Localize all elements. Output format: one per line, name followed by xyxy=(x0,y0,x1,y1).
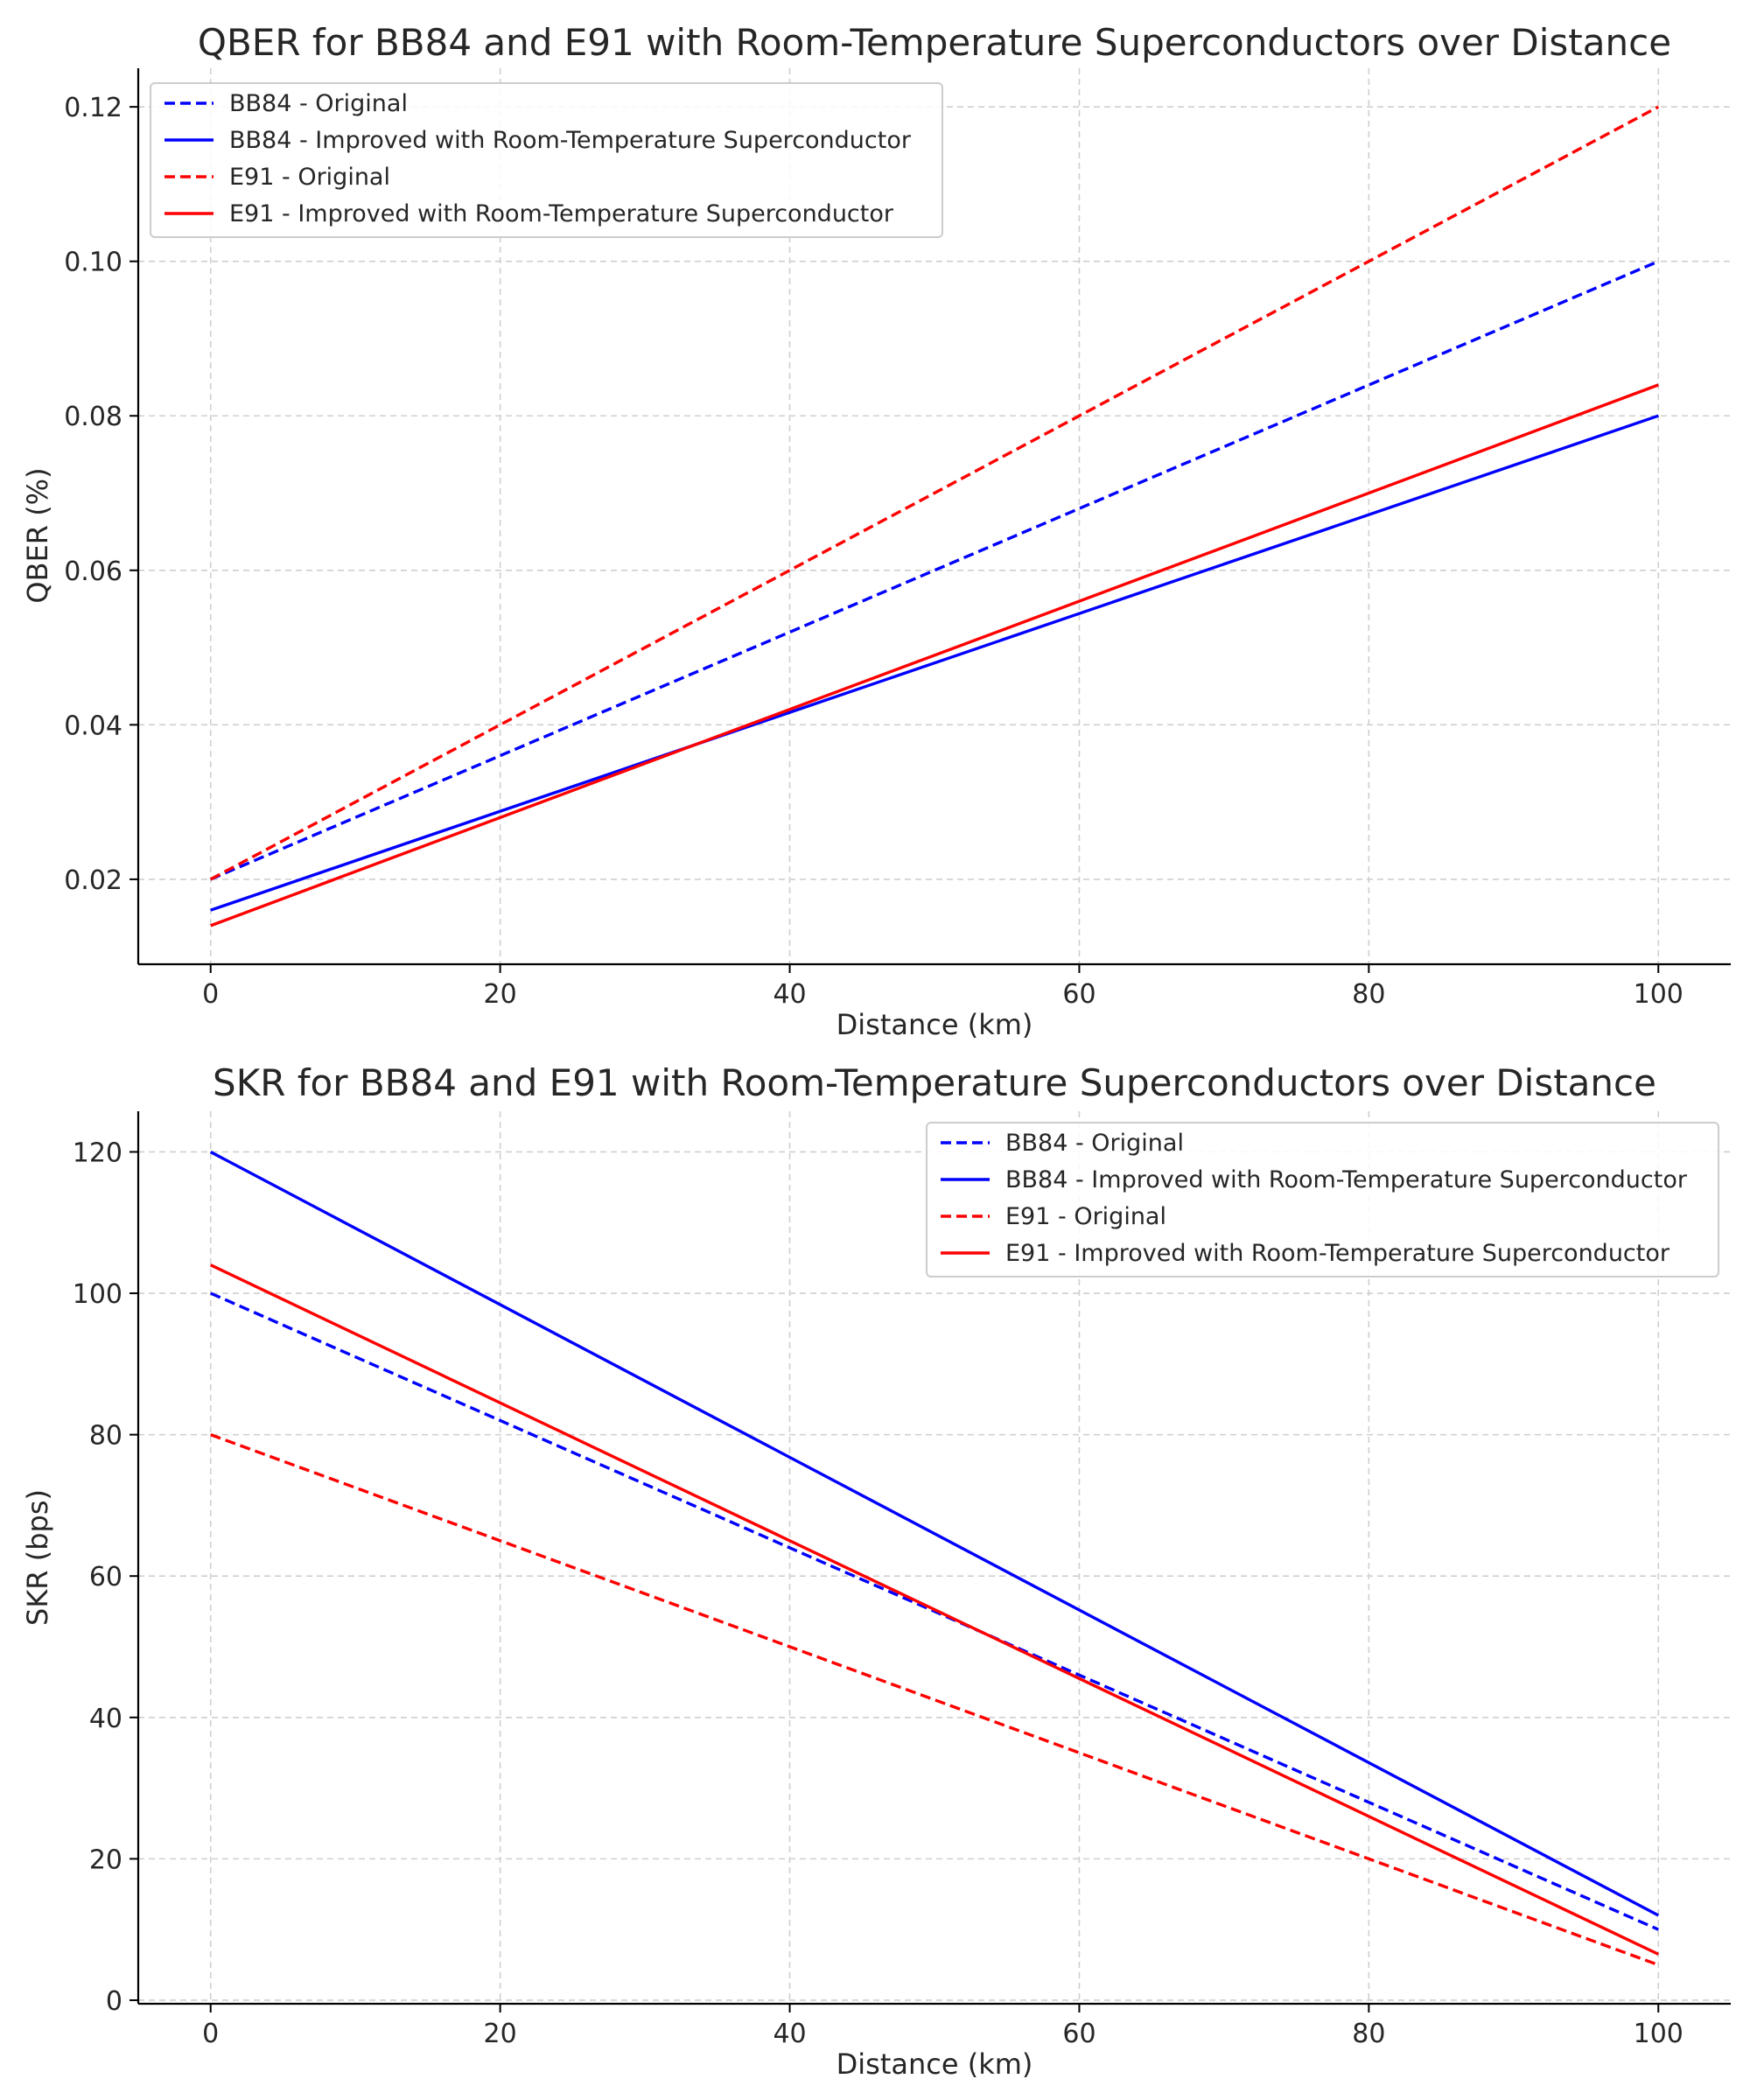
x-tick-label: 60 xyxy=(1062,2019,1096,2049)
y-tick-label: 0.02 xyxy=(64,865,122,896)
y-ticks: 0 20 40 60 80 100 120 xyxy=(73,1138,138,2017)
x-tick-label: 40 xyxy=(773,2019,806,2049)
y-tick-label: 0.12 xyxy=(64,93,122,123)
legend-item: BB84 - Improved with Room-Temperature Su… xyxy=(164,127,912,154)
series-line xyxy=(210,1292,1659,1931)
legend-label: E91 - Improved with Room-Temperature Sup… xyxy=(1005,1240,1670,1267)
y-tick-label: 0.10 xyxy=(64,248,122,278)
series-line xyxy=(209,1150,1660,1917)
series-lines xyxy=(209,1150,1660,1967)
x-tick-label: 20 xyxy=(484,979,517,1010)
qber-chart: QBER for BB84 and E91 with Room-Temperat… xyxy=(21,21,1731,1041)
x-tick-label: 100 xyxy=(1634,979,1684,1010)
legend-item: E91 - Improved with Room-Temperature Sup… xyxy=(164,200,894,228)
legend-item: E91 - Improved with Room-Temperature Sup… xyxy=(941,1240,1670,1267)
legend: BB84 - Original BB84 - Improved with Roo… xyxy=(150,82,943,238)
legend-item: E91 - Original xyxy=(941,1203,1166,1230)
y-tick-label: 0.08 xyxy=(64,402,122,432)
skr-chart: SKR for BB84 and E91 with Room-Temperatu… xyxy=(21,1061,1731,2081)
legend-item: BB84 - Improved with Room-Temperature Su… xyxy=(941,1166,1688,1194)
x-tick-label: 80 xyxy=(1352,2019,1385,2049)
grid xyxy=(138,1111,1731,2004)
legend-box xyxy=(150,82,943,238)
legend-item: BB84 - Original xyxy=(164,90,408,117)
series-line xyxy=(210,1433,1659,1967)
y-tick-label: 0.04 xyxy=(64,710,122,741)
y-tick-label: 60 xyxy=(89,1562,122,1592)
x-tick-label: 80 xyxy=(1352,979,1385,1010)
legend-box xyxy=(926,1122,1719,1278)
y-tick-label: 0 xyxy=(106,1986,122,2017)
axes xyxy=(136,68,1731,966)
x-tick-label: 100 xyxy=(1634,2019,1684,2049)
y-tick-label: 0.06 xyxy=(64,556,122,587)
legend-label: BB84 - Original xyxy=(229,90,408,117)
y-ticks: 0.02 0.04 0.06 0.08 0.10 0.12 xyxy=(64,93,138,896)
legend: BB84 - Original BB84 - Improved with Roo… xyxy=(926,1122,1719,1278)
y-tick-label: 120 xyxy=(73,1138,122,1168)
x-tick-label: 0 xyxy=(202,979,219,1010)
x-ticks: 0 20 40 60 80 100 xyxy=(202,2004,1684,2049)
y-axis-label: SKR (bps) xyxy=(21,1489,54,1626)
x-tick-label: 20 xyxy=(484,2019,517,2049)
y-tick-label: 20 xyxy=(89,1844,122,1875)
y-axis-label: QBER (%) xyxy=(21,467,54,603)
x-tick-label: 40 xyxy=(773,979,806,1010)
series-line xyxy=(210,383,1659,928)
legend-label: BB84 - Improved with Room-Temperature Su… xyxy=(1005,1166,1688,1194)
series-line xyxy=(209,1264,1660,1956)
x-ticks: 0 20 40 60 80 100 xyxy=(202,964,1684,1010)
chart-title: QBER for BB84 and E91 with Room-Temperat… xyxy=(198,21,1671,64)
legend-label: E91 - Improved with Room-Temperature Sup… xyxy=(229,200,894,228)
chart-title: SKR for BB84 and E91 with Room-Temperatu… xyxy=(213,1061,1656,1104)
series-lines xyxy=(209,105,1660,928)
series-line xyxy=(210,260,1659,881)
legend-label: BB84 - Improved with Room-Temperature Su… xyxy=(229,127,912,154)
y-tick-label: 100 xyxy=(73,1279,122,1310)
y-tick-label: 80 xyxy=(89,1421,122,1452)
legend-label: E91 - Original xyxy=(229,164,390,191)
x-tick-label: 60 xyxy=(1062,979,1096,1010)
series-line xyxy=(210,414,1659,912)
legend-label: BB84 - Original xyxy=(1005,1130,1184,1157)
y-tick-label: 40 xyxy=(89,1704,122,1734)
axes xyxy=(136,1111,1731,2006)
series-line xyxy=(209,105,1660,881)
legend-label: E91 - Original xyxy=(1005,1203,1166,1230)
x-tick-label: 0 xyxy=(202,2019,219,2049)
legend-item: BB84 - Original xyxy=(941,1130,1184,1157)
x-axis-label: Distance (km) xyxy=(836,2048,1033,2081)
legend-item: E91 - Original xyxy=(164,164,390,191)
x-axis-label: Distance (km) xyxy=(836,1008,1033,1041)
